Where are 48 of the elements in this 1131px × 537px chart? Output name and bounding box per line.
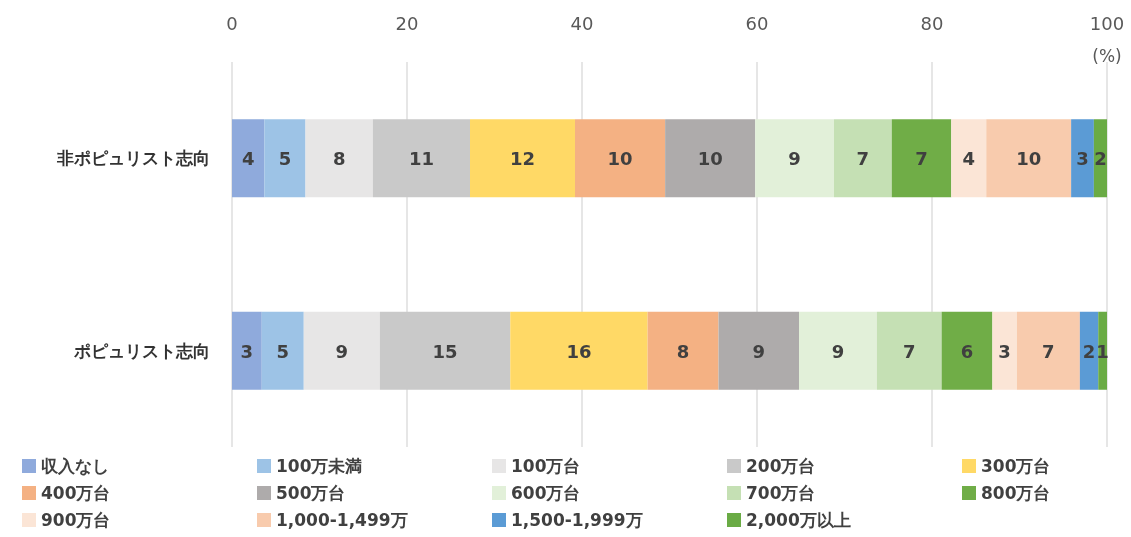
data-label: 7 xyxy=(856,148,870,170)
data-label: 4 xyxy=(241,148,255,170)
legend-label: 900万台 xyxy=(41,510,111,530)
legend-label: 2,000万以上 xyxy=(746,510,851,530)
legend-label: 800万台 xyxy=(981,483,1051,503)
data-label: 10 xyxy=(697,148,723,170)
data-label: 10 xyxy=(607,148,633,170)
data-label: 2 xyxy=(1094,148,1107,170)
data-label: 16 xyxy=(566,340,592,362)
x-tick-label: 0 xyxy=(226,13,238,34)
data-label: 6 xyxy=(960,340,974,362)
data-label: 5 xyxy=(278,148,292,170)
x-tick-label: 40 xyxy=(570,13,594,34)
data-label: 8 xyxy=(676,340,690,362)
legend-label: 100万台 xyxy=(511,456,581,476)
legend-label: 収入なし xyxy=(41,456,109,476)
data-label: 5 xyxy=(276,340,290,362)
data-label: 3 xyxy=(1076,148,1089,170)
data-label: 3 xyxy=(240,340,254,362)
data-label: 10 xyxy=(1016,148,1042,170)
data-label: 9 xyxy=(788,148,801,170)
data-label: 12 xyxy=(509,148,536,170)
x-tick-label: 80 xyxy=(920,13,944,34)
legend-label: 500万台 xyxy=(276,483,346,503)
data-label: 9 xyxy=(752,340,766,362)
legend-label: 700万台 xyxy=(746,483,816,503)
data-label: 8 xyxy=(332,148,346,170)
data-label: 7 xyxy=(1042,340,1055,362)
data-label: 4 xyxy=(962,148,976,170)
data-label: 15 xyxy=(432,340,458,362)
x-axis-title: (%) xyxy=(1092,46,1122,66)
legend-label: 200万台 xyxy=(746,456,816,476)
data-label: 9 xyxy=(335,340,349,362)
x-tick-label: 60 xyxy=(745,13,769,34)
x-tick-label: 20 xyxy=(395,13,419,34)
legend-label: 400万台 xyxy=(41,483,111,503)
data-label: 9 xyxy=(831,340,845,362)
y-tick-label: ポピュリスト志向 xyxy=(73,340,210,361)
y-tick-label: 非ポピュリスト志向 xyxy=(56,148,210,169)
data-label: 11 xyxy=(408,148,434,170)
x-tick-label: 100 xyxy=(1089,13,1125,34)
data-label: 2 xyxy=(1082,340,1096,362)
legend-label: 600万台 xyxy=(511,483,581,503)
data-label: 7 xyxy=(915,148,928,170)
legend-label: 300万台 xyxy=(981,456,1051,476)
legend-label: 100万未満 xyxy=(276,456,363,476)
data-label: 3 xyxy=(998,340,1011,362)
data-label: 7 xyxy=(902,340,916,362)
